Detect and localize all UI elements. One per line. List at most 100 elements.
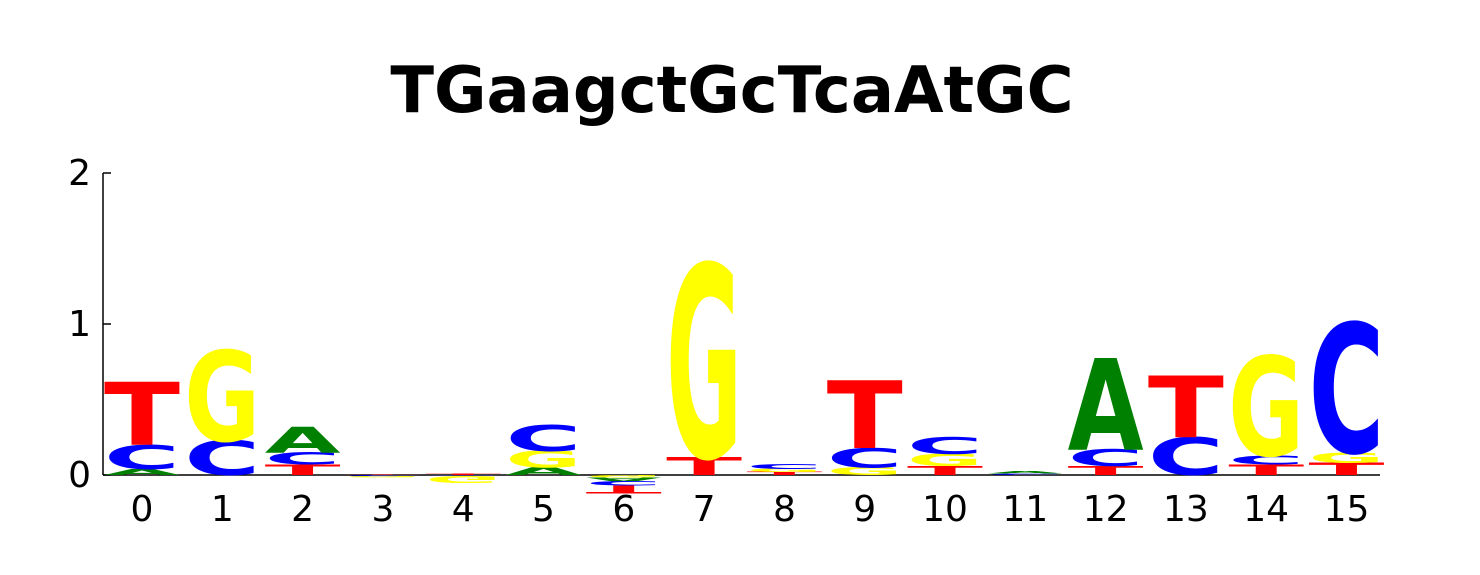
logo-letter-G: G [184,325,260,470]
logo-letter-C: C [827,443,903,474]
logo-letter-G: G [1309,450,1385,467]
svg-text:G: G [746,468,822,473]
svg-text:T: T [1228,462,1304,479]
y-tick-label: 1 [68,304,91,345]
y-tick-label: 2 [68,153,91,194]
logo-letter-C: C [1068,445,1144,472]
logo-letter-G: G [506,446,582,473]
logo-letter-G: G [345,476,421,477]
logo-letter-G: G [425,473,501,484]
logo-letter-C: C [1309,289,1385,496]
logo-letter-C: C [907,433,983,460]
svg-text:T: T [1068,463,1144,478]
svg-text:C: C [586,480,662,487]
x-tick-label: 14 [1243,489,1289,530]
svg-text:C: C [265,449,341,468]
x-tick-label: 0 [131,489,154,530]
logo-letter-T: T [265,462,341,479]
svg-text:C: C [1309,289,1385,496]
svg-text:C: C [184,431,260,486]
svg-text:A: A [1068,332,1144,479]
logo-letter-C: C [345,475,421,476]
x-tick-label: 11 [1002,489,1048,530]
logo-letter-T: T [827,363,903,471]
logo-letter-T: T [1309,460,1385,479]
logo-letter-T: T [586,483,662,495]
chart-title: TGaagctGcTcaAtGC [390,54,1073,128]
x-tick-labels: 0 1 2 3 4 5 6 7 8 9 10 11 12 13 14 15 [131,489,1370,530]
logo-letter-A: A [987,471,1063,475]
svg-text:G: G [1309,450,1385,467]
svg-text:T: T [345,474,421,475]
logo-letter-A: A [1068,332,1144,479]
svg-text:C: C [345,475,421,476]
svg-text:T: T [666,452,742,481]
svg-text:T: T [104,364,180,466]
svg-text:G: G [907,451,983,470]
logo-letter-T: T [666,452,742,481]
logo-letter-A: A [506,466,582,478]
svg-text:T: T [907,463,983,478]
logo-letter-C: C [425,475,501,476]
svg-text:T: T [827,363,903,471]
svg-text:G: G [425,473,501,484]
logo-letter-G: G [1228,329,1304,488]
svg-text:A: A [987,471,1063,475]
logo-letter-C: C [506,419,582,460]
svg-text:G: G [827,465,903,477]
logo-letter-C: C [987,473,1063,475]
y-tick-labels: 0 1 2 [68,153,91,496]
logo-letter-G: G [827,465,903,477]
logo-letter-G: G [666,211,742,519]
x-tick-label: 5 [532,489,555,530]
logo-letter-C: C [1148,428,1224,488]
x-tick-label: 15 [1324,489,1370,530]
x-tick-label: 6 [612,489,635,530]
x-tick-label: 7 [693,489,716,530]
logo-letter-T: T [746,471,822,476]
svg-text:C: C [104,439,180,477]
svg-text:A: A [586,476,662,482]
svg-text:C: C [506,419,582,460]
x-tick-label: 8 [773,489,796,530]
logo-letter-A: A [265,420,341,461]
logo-letter-T: T [1068,463,1144,478]
svg-text:G: G [184,325,260,470]
logo-letter-A: A [586,476,662,482]
svg-text:C: C [1228,453,1304,467]
svg-text:C: C [425,475,501,476]
svg-text:T: T [1309,460,1385,479]
svg-text:C: C [746,462,822,470]
svg-text:T: T [1148,359,1224,458]
x-tick-label: 10 [922,489,968,530]
x-tick-label: 2 [291,489,314,530]
svg-text:C: C [1148,428,1224,488]
y-tick-label: 0 [68,455,91,496]
logo-letter-T: T [104,364,180,466]
logo-letter-C: C [104,439,180,477]
logo-letter-G: G [746,468,822,473]
logo-letter-T: T [907,463,983,478]
axes [102,172,1380,476]
svg-text:G: G [345,476,421,477]
logo-letter-T: T [345,474,421,475]
svg-text:C: C [907,433,983,460]
logo-letter-T: T [425,474,501,476]
logo-letter-G: G [586,474,662,478]
svg-text:G: G [586,474,662,478]
logo-letter-A: A [104,467,180,477]
x-tick-label: 1 [211,489,234,530]
x-tick-label: 3 [371,489,394,530]
svg-text:C: C [987,473,1063,475]
svg-text:A: A [104,467,180,477]
logo-letter-T: T [1148,359,1224,458]
svg-text:G: G [506,446,582,473]
logo-letter-G: G [907,451,983,470]
svg-text:A: A [265,420,341,461]
svg-text:C: C [1068,445,1144,472]
logo-letter-C: C [586,480,662,487]
logo-letter-C: C [265,449,341,468]
svg-text:T: T [586,483,662,495]
x-tick-label: 13 [1163,489,1209,530]
